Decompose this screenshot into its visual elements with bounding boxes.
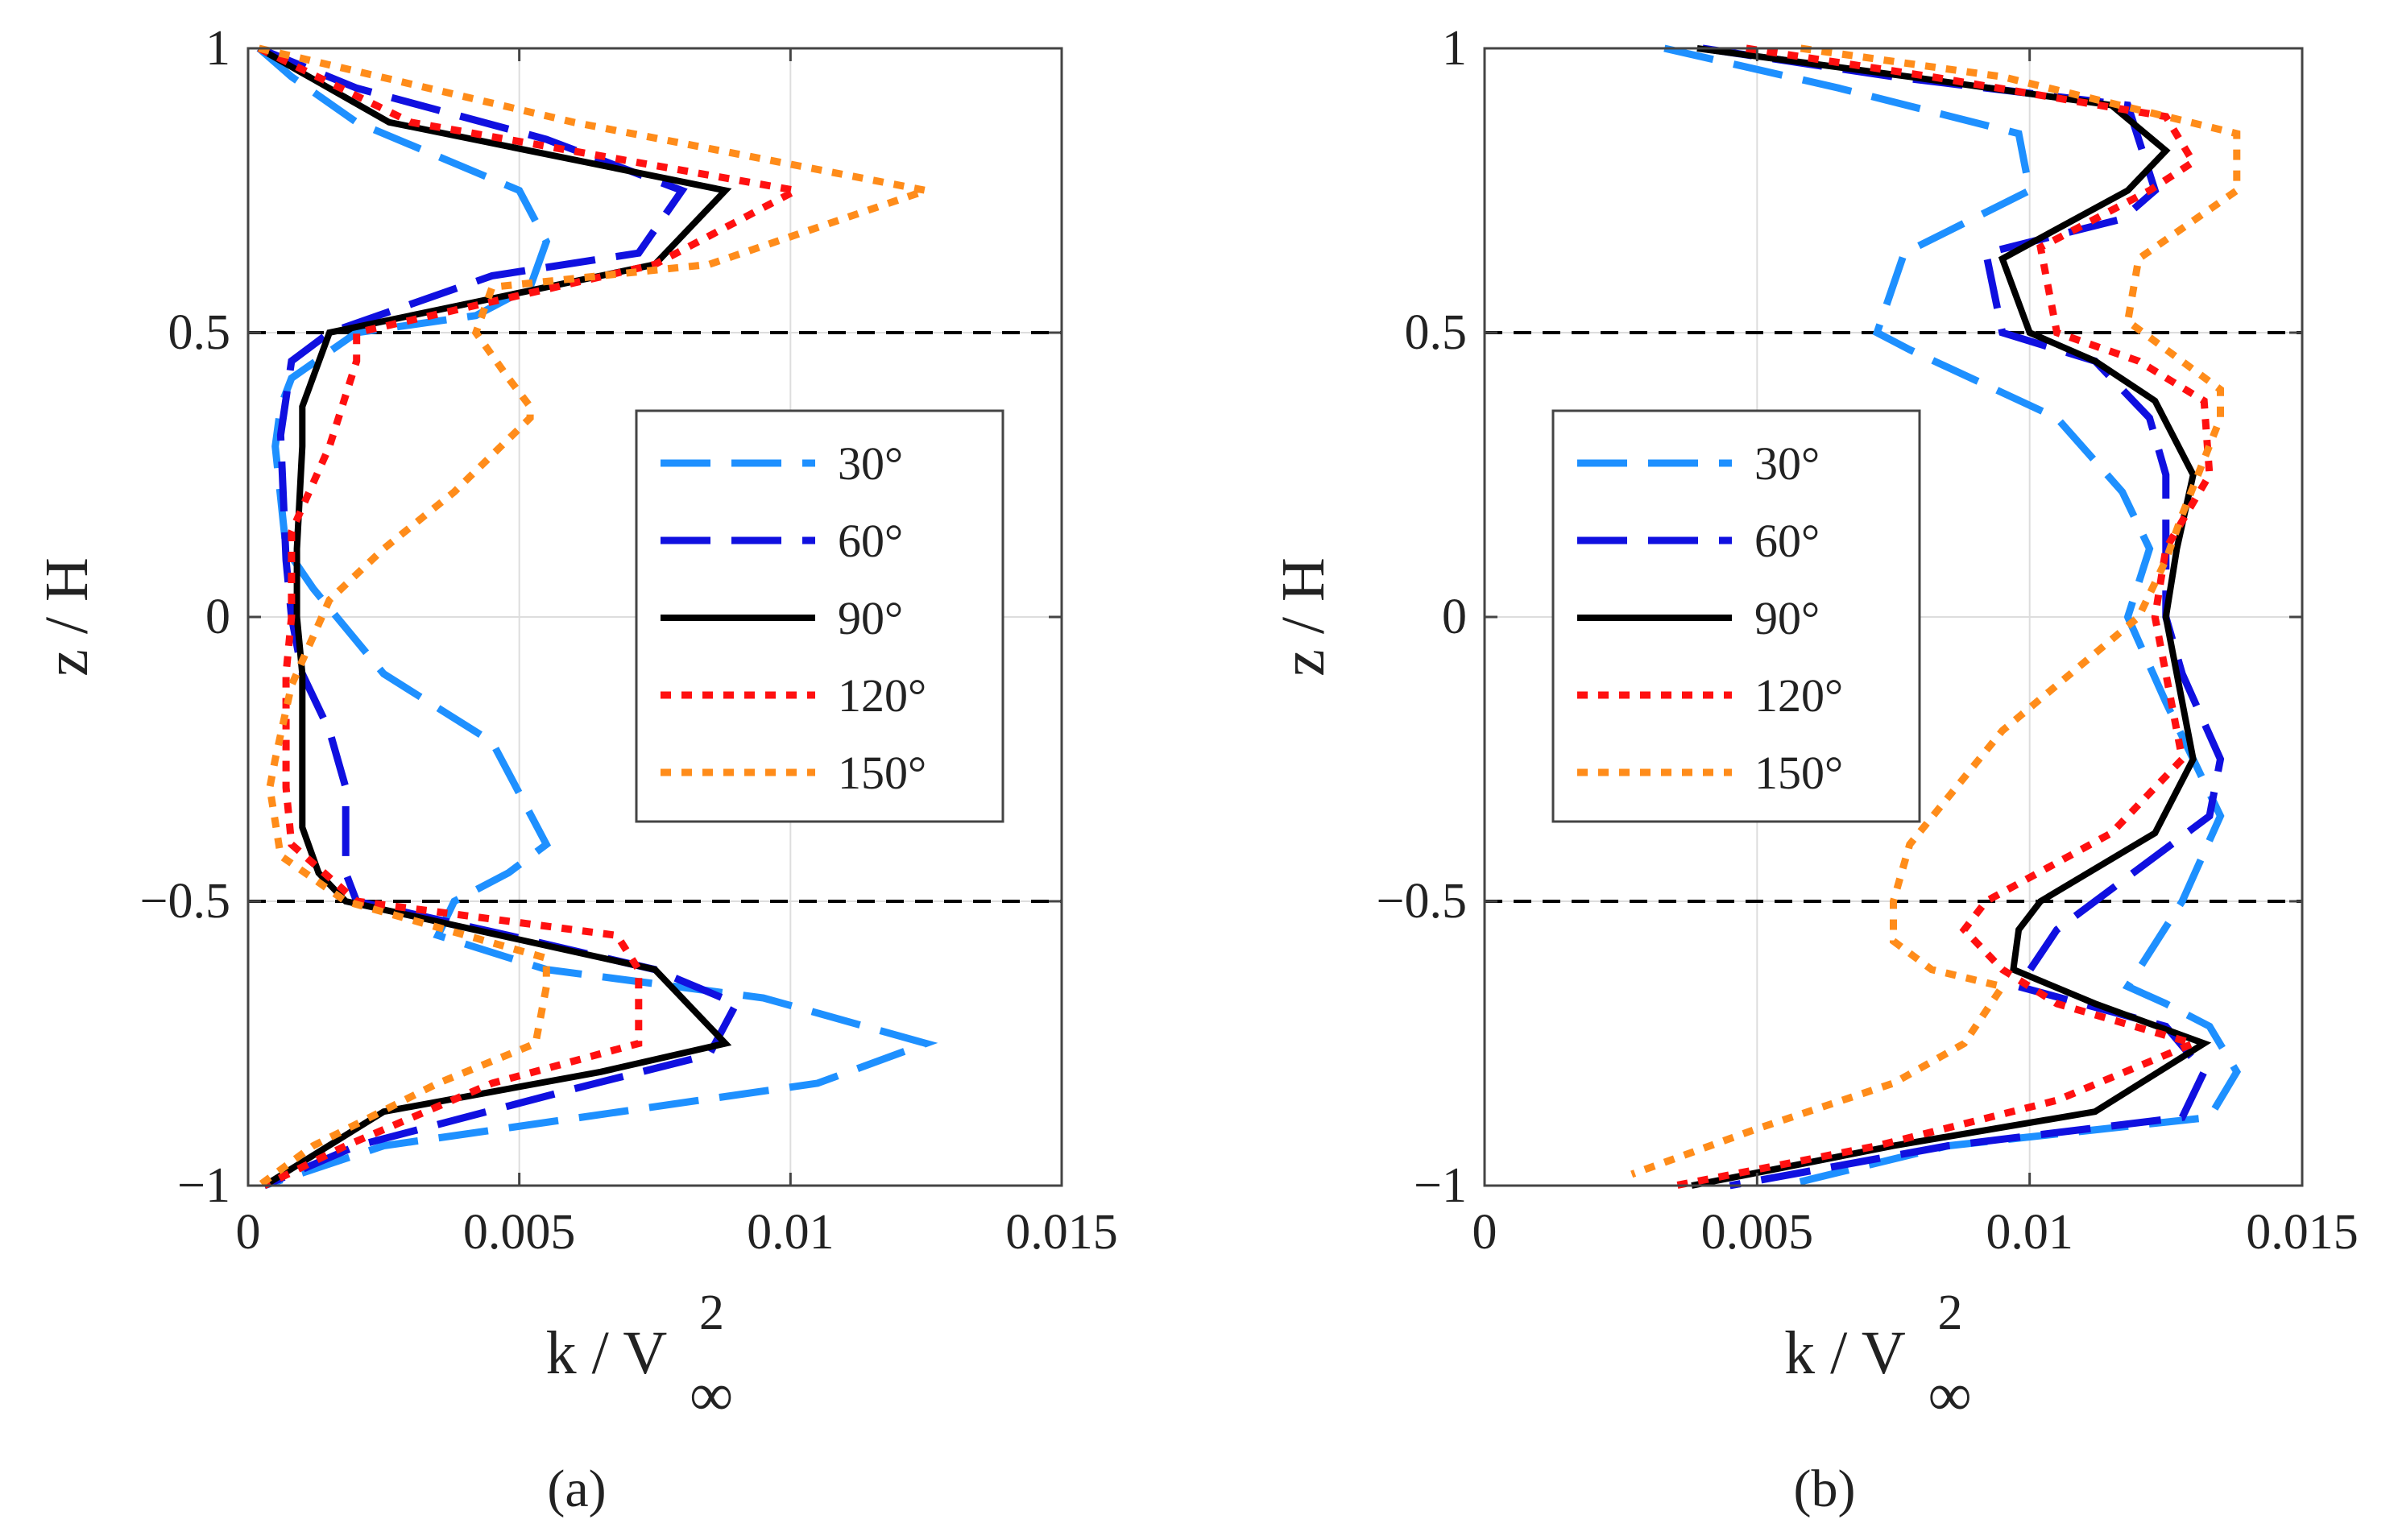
legend-label: 30°: [838, 437, 903, 490]
x-tick-label: 0.005: [1701, 1205, 1814, 1260]
x-tick-label: 0: [236, 1205, 261, 1260]
y-tick-label: 0: [205, 590, 230, 644]
panel-b: 0 0.005 0.01 0.015 −1 −0.5 0 0.5 1 z / H k / V 2 ∞ 30…: [1269, 21, 2359, 1518]
x-tick-label: 0.01: [1986, 1205, 2073, 1260]
legend-label: 150°: [1754, 747, 1843, 799]
x-axis-label-subscript: ∞: [690, 1361, 733, 1429]
y-tick-label: 0.5: [1405, 305, 1468, 360]
legend-label: 60°: [838, 515, 903, 567]
x-tick-label: 0.01: [747, 1205, 835, 1260]
x-axis-label: k / V: [1784, 1319, 1906, 1387]
legend-label: 150°: [838, 747, 926, 799]
panel-caption: (a): [547, 1459, 606, 1518]
y-tick-label: 0.5: [168, 305, 231, 360]
x-tick-label: 0.015: [1005, 1205, 1118, 1260]
legend-label: 90°: [838, 592, 903, 644]
y-tick-label: 0: [1442, 590, 1467, 644]
x-axis-label-superscript: 2: [1938, 1285, 1963, 1340]
x-axis-label-superscript: 2: [699, 1285, 724, 1340]
legend-label: 120°: [838, 669, 926, 722]
y-tick-label: −1: [177, 1158, 230, 1213]
y-axis-label: z / H: [33, 557, 101, 677]
x-tick-label: 0.015: [2246, 1205, 2359, 1260]
y-tick-label: −0.5: [1377, 874, 1467, 929]
panel-a: 0 0.005 0.01 0.015 −1 −0.5 0 0.5 1 z / H k / V 2 ∞ 30…: [33, 21, 1118, 1518]
legend-label: 90°: [1754, 592, 1820, 644]
legend-label: 120°: [1754, 669, 1843, 722]
legend-label: 60°: [1754, 515, 1820, 567]
y-tick-label: −1: [1414, 1158, 1467, 1213]
y-tick-label: 1: [1442, 21, 1467, 76]
y-axis-label: z / H: [1269, 557, 1337, 677]
x-axis-label: k / V: [546, 1319, 668, 1387]
panel-caption: (b): [1794, 1459, 1856, 1518]
y-tick-label: 1: [205, 21, 230, 76]
y-tick-label: −0.5: [140, 874, 230, 929]
x-tick-label: 0: [1472, 1205, 1497, 1260]
legend-label: 30°: [1754, 437, 1820, 490]
x-axis-label-subscript: ∞: [1928, 1361, 1972, 1429]
x-tick-label: 0.005: [463, 1205, 576, 1260]
figure: 0 0.005 0.01 0.015 −1 −0.5 0 0.5 1 z / H k / V 2 ∞ 30…: [0, 0, 2394, 1536]
